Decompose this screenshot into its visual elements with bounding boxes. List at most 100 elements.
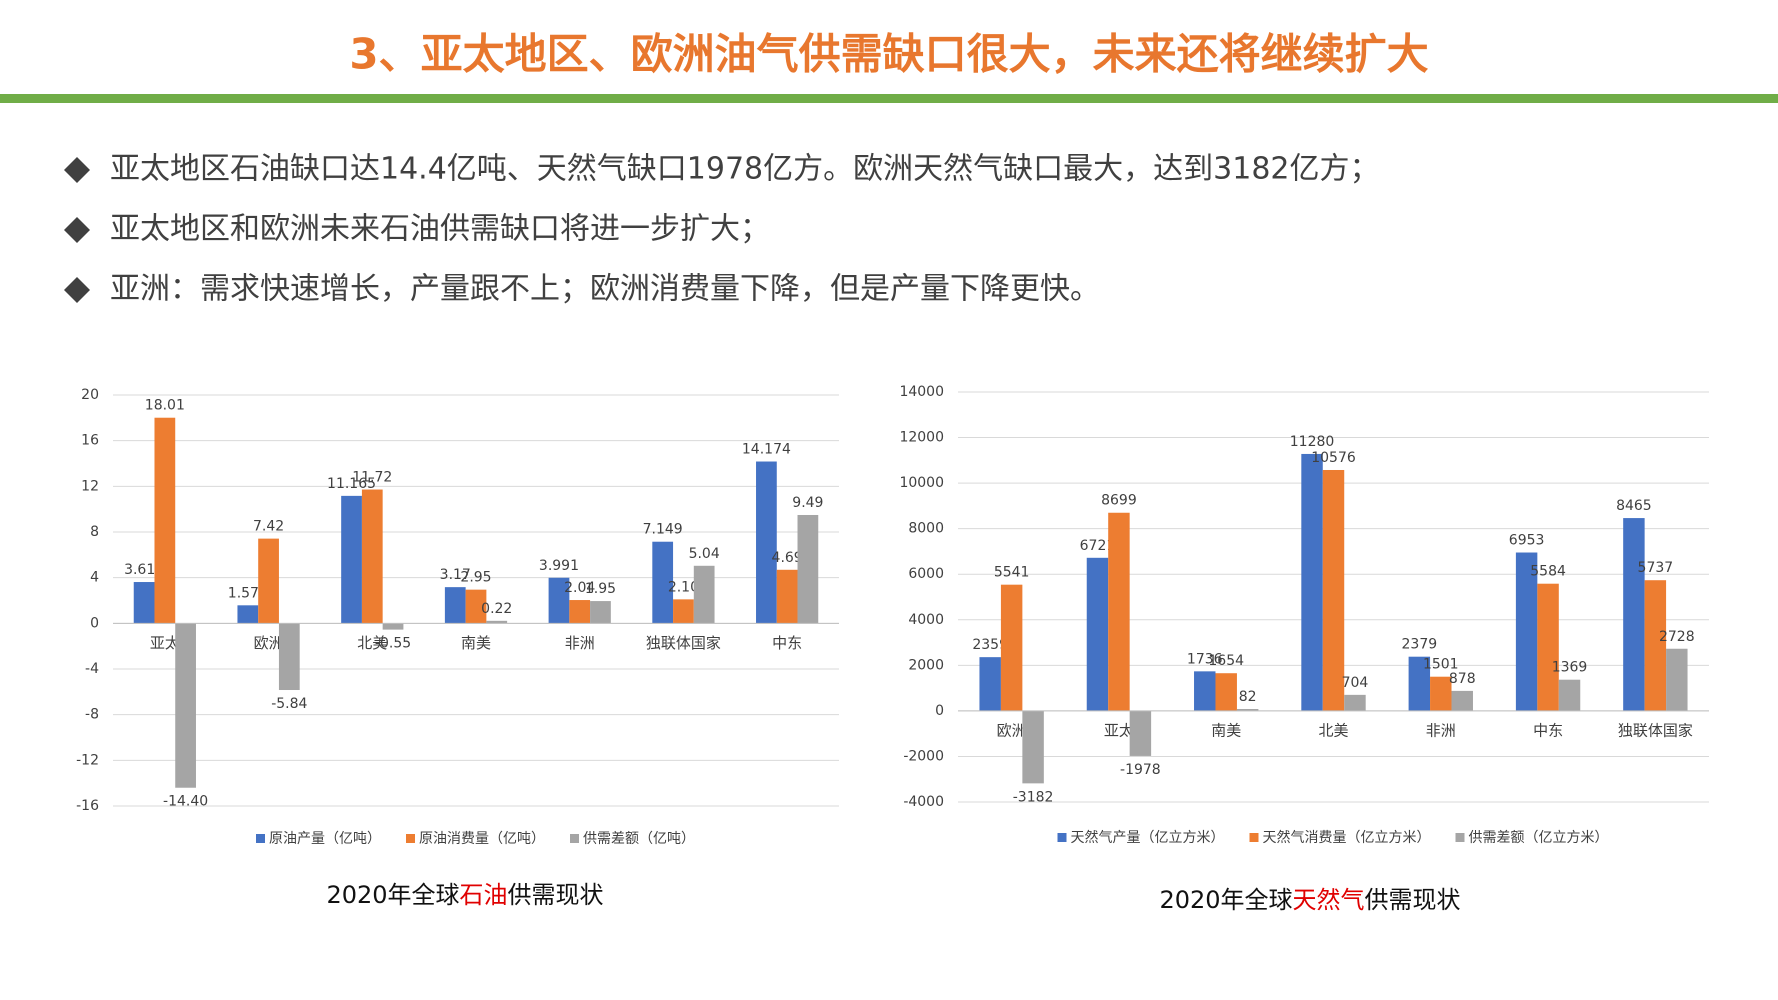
bar: [1515, 552, 1538, 711]
y-tick-label: -4000: [903, 794, 944, 810]
x-tick-label: 北美: [357, 634, 387, 652]
data-label: 6721: [1080, 538, 1116, 554]
bar: [693, 565, 715, 624]
y-tick-label: 14000: [899, 384, 944, 400]
y-tick-label: -12: [76, 752, 99, 768]
y-tick-label: 20: [81, 387, 99, 403]
bar: [569, 600, 591, 624]
legend-label: 天然气产量（亿立方米）: [1071, 829, 1225, 846]
data-label: 82: [1239, 689, 1257, 705]
data-label: 7.149: [643, 522, 683, 538]
legend-label: 原油消费量（亿吨）: [419, 831, 545, 847]
y-tick-label: -2000: [903, 748, 944, 764]
legend-swatch: [406, 834, 415, 843]
bullet-icon: [64, 277, 90, 303]
title-rule: [0, 94, 1778, 103]
data-label: 0.22: [481, 601, 512, 617]
bar: [175, 623, 196, 788]
bar: [1537, 583, 1559, 711]
bar: [590, 601, 611, 624]
data-label: 2.95: [460, 570, 491, 586]
data-label: 2.04: [564, 580, 595, 596]
bar: [1558, 679, 1581, 711]
bullet-icon: [64, 217, 90, 243]
bar: [1129, 710, 1152, 756]
bar: [278, 623, 300, 691]
x-tick-label: 亚太: [150, 634, 180, 652]
data-label: 878: [1449, 671, 1476, 687]
bar: [1194, 671, 1216, 711]
data-label: 18.01: [145, 398, 185, 414]
bullet-text: 亚太地区和欧洲未来石油供需缺口将进一步扩大；: [110, 212, 770, 247]
x-tick-label: 中东: [772, 634, 802, 652]
y-tick-label: 10000: [899, 475, 944, 491]
bar: [486, 620, 508, 624]
bar: [1108, 512, 1130, 711]
y-tick-label: 4: [90, 570, 99, 586]
legend-swatch: [570, 834, 579, 843]
x-tick-label: 欧洲: [254, 634, 284, 652]
data-label: 704: [1342, 675, 1369, 691]
caption-part: 供需现状: [508, 881, 604, 909]
caption-part: 供需现状: [1365, 886, 1461, 914]
x-tick-label: 非洲: [1426, 721, 1456, 739]
caption-highlight: 天然气: [1293, 886, 1365, 914]
data-label: 1501: [1423, 657, 1459, 673]
data-label: -14.40: [163, 794, 208, 810]
data-label: 6953: [1509, 533, 1545, 549]
data-label: 3.17: [440, 567, 471, 583]
bar: [1451, 690, 1473, 711]
data-label: 11280: [1290, 434, 1335, 450]
bar: [361, 489, 383, 624]
x-tick-label: 南美: [461, 634, 491, 652]
data-label: 2359: [972, 637, 1008, 653]
slide-title: 3、亚太地区、欧洲油气供需缺口很大，未来还将继续扩大: [349, 30, 1428, 79]
legend-swatch: [1249, 833, 1259, 842]
data-label: 14.174: [742, 442, 791, 458]
y-tick-label: -16: [76, 798, 99, 814]
bar: [797, 514, 819, 624]
y-tick-label: 0: [935, 703, 944, 719]
legend-label: 供需差额（亿立方米）: [1469, 830, 1609, 846]
bar: [1215, 673, 1237, 711]
data-label: 1.578: [228, 585, 268, 601]
y-tick-label: 8: [90, 524, 99, 540]
data-label: 7.42: [253, 519, 284, 535]
bullet-text: 亚太地区石油缺口达14.4亿吨、天然气缺口1978亿方。欧洲天然气缺口最大，达到…: [110, 152, 1380, 187]
x-tick-label: 欧洲: [997, 721, 1027, 739]
bar: [756, 461, 777, 624]
data-label: -3182: [1013, 789, 1054, 805]
x-tick-label: 亚太: [1104, 721, 1134, 739]
bar: [444, 587, 466, 624]
y-tick-label: 12000: [899, 430, 944, 446]
legend-swatch: [1455, 833, 1465, 842]
caption-part: 2020年全球: [1159, 886, 1292, 914]
x-tick-label: 独联体国家: [646, 634, 721, 652]
data-label: 3.991: [539, 558, 579, 574]
bar: [1022, 710, 1044, 784]
caption-highlight: 石油: [460, 881, 508, 909]
chart-caption: 2020年全球天然气供需现状: [1159, 886, 1460, 914]
data-label: -1978: [1120, 762, 1161, 778]
bar: [1666, 648, 1688, 711]
data-label: 5737: [1638, 560, 1674, 576]
bar: [776, 569, 798, 624]
bar: [1322, 469, 1345, 711]
x-tick-label: 南美: [1211, 721, 1241, 739]
data-label: 1369: [1552, 660, 1588, 676]
data-label: 2.10: [668, 579, 699, 595]
bar: [1344, 694, 1366, 711]
legend-label: 天然气消费量（亿立方米）: [1263, 829, 1431, 846]
data-label: 4.69: [772, 550, 803, 566]
bar: [673, 599, 694, 624]
data-label: 1654: [1208, 653, 1244, 669]
bar: [1301, 453, 1323, 711]
bar: [133, 582, 155, 624]
data-label: 8699: [1101, 493, 1137, 509]
bar: [1086, 557, 1109, 711]
y-tick-label: 2000: [908, 657, 944, 673]
y-tick-label: 4000: [908, 612, 944, 628]
y-tick-label: 8000: [908, 521, 944, 537]
bar: [1236, 709, 1259, 711]
